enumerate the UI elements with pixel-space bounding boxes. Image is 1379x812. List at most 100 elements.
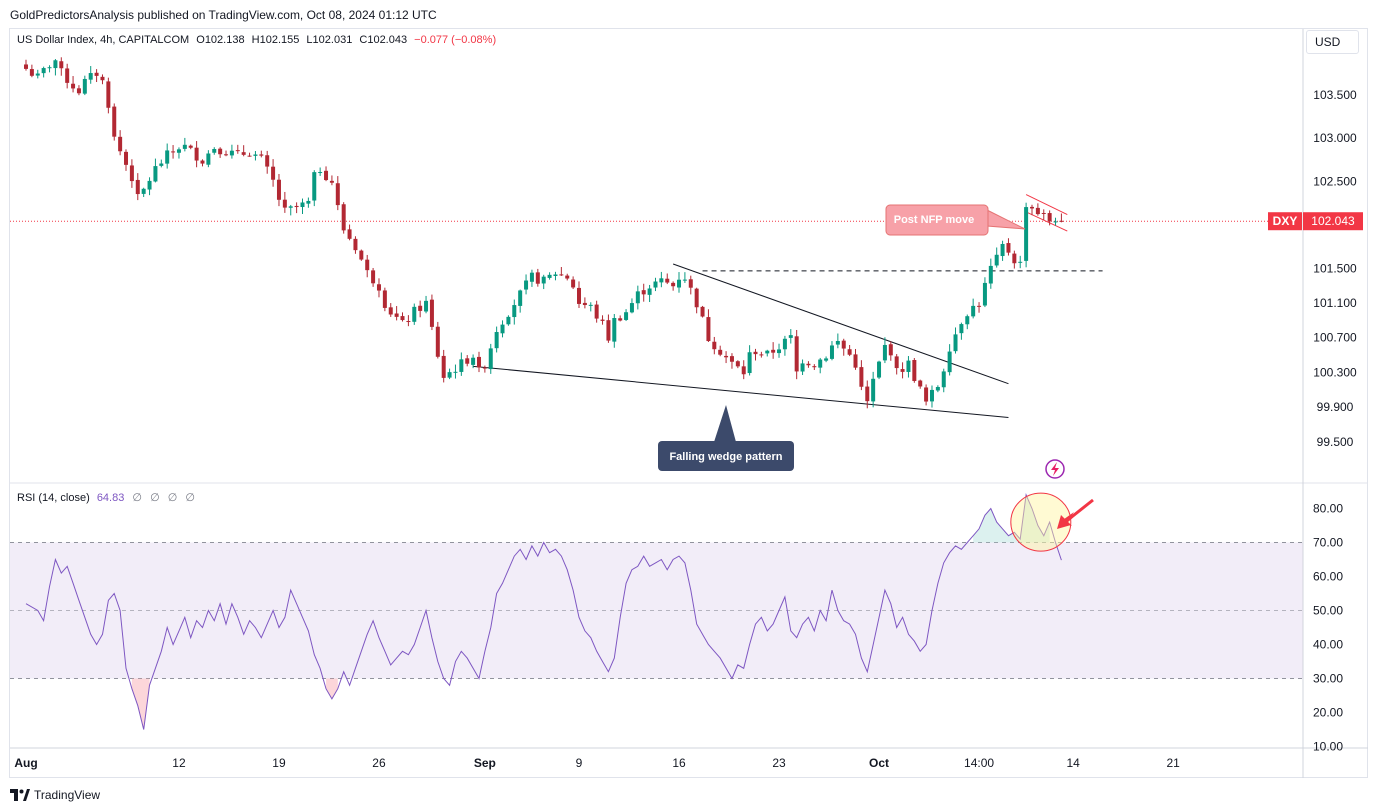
candle-body bbox=[406, 321, 411, 323]
y-tick-label: 99.500 bbox=[1317, 435, 1354, 449]
candle-body bbox=[1041, 212, 1046, 214]
rsi-tick-label: 20.00 bbox=[1313, 706, 1343, 720]
candle-body bbox=[288, 206, 293, 208]
candle-body bbox=[453, 371, 458, 373]
candle-body bbox=[1018, 261, 1023, 263]
candle-body bbox=[47, 67, 52, 69]
candle-body bbox=[106, 81, 111, 108]
candle-body bbox=[318, 172, 323, 174]
wedge-upper-line bbox=[672, 263, 1009, 385]
wedge-callout-label: Falling wedge pattern bbox=[669, 451, 782, 463]
close-value: 102.043 bbox=[367, 34, 408, 46]
currency-button[interactable]: USD bbox=[1306, 30, 1359, 54]
nfp-callout-pointer bbox=[986, 209, 1026, 230]
candle-body bbox=[529, 272, 534, 282]
candle-body bbox=[859, 367, 864, 387]
candle-body bbox=[394, 313, 399, 317]
candle-body bbox=[953, 334, 958, 352]
candle-body bbox=[506, 316, 511, 325]
footer-brand[interactable]: TradingView bbox=[10, 788, 100, 802]
candle-body bbox=[541, 276, 546, 284]
candle-body bbox=[635, 291, 640, 304]
rsi-legend[interactable]: RSI (14, close) 64.83 ∅ ∅ ∅ ∅ bbox=[17, 491, 195, 504]
candle-body bbox=[247, 155, 252, 157]
candle-body bbox=[912, 360, 917, 381]
candle-body bbox=[818, 359, 823, 368]
candle-body bbox=[982, 282, 987, 306]
x-tick-label: 12 bbox=[172, 756, 186, 770]
rsi-tick-label: 10.00 bbox=[1313, 740, 1343, 754]
candle-body bbox=[65, 68, 70, 83]
candle-body bbox=[347, 229, 352, 239]
candle-body bbox=[759, 354, 764, 356]
candle-body bbox=[1024, 207, 1029, 261]
candle-body bbox=[59, 61, 64, 69]
candle-body bbox=[741, 366, 746, 375]
candle-body bbox=[771, 349, 776, 353]
candle-body bbox=[471, 357, 476, 365]
x-tick-label: 9 bbox=[576, 756, 583, 770]
candle-body bbox=[959, 324, 964, 334]
rsi-na-value: ∅ bbox=[185, 492, 195, 504]
candle-body bbox=[29, 69, 34, 76]
candle-body bbox=[1006, 243, 1011, 253]
candle-body bbox=[324, 170, 329, 181]
candle-body bbox=[153, 166, 158, 182]
candles-layer bbox=[24, 57, 1064, 409]
rsi-value: 64.83 bbox=[96, 492, 125, 504]
axes-layer: 103.500 103.000 102.500 101.500 101.100 100.7… bbox=[10, 29, 1368, 778]
red-arrow-shaft bbox=[1063, 498, 1094, 525]
candle-body bbox=[141, 188, 146, 194]
candle-body bbox=[977, 305, 982, 307]
candle-body bbox=[935, 386, 940, 391]
candle-body bbox=[629, 303, 634, 313]
candle-body bbox=[777, 349, 782, 354]
candle-body bbox=[906, 360, 911, 372]
symbol-legend[interactable]: US Dollar Index, 4h, CAPITALCOM O102.138… bbox=[17, 34, 497, 46]
candle-body bbox=[100, 76, 105, 81]
candle-body bbox=[41, 68, 46, 74]
high-label: H bbox=[251, 34, 260, 46]
candle-body bbox=[924, 387, 929, 402]
rsi-title: RSI (14, close) bbox=[17, 492, 90, 504]
price-tag-value: 102.043 bbox=[1311, 214, 1355, 228]
y-tick-label: 100.300 bbox=[1313, 365, 1357, 379]
flag-upper-line bbox=[1025, 194, 1068, 215]
y-tick-label: 103.000 bbox=[1313, 131, 1357, 145]
rsi-band bbox=[10, 542, 1303, 679]
candle-body bbox=[182, 144, 187, 149]
candle-body bbox=[388, 307, 393, 315]
candle-body bbox=[829, 345, 834, 359]
candle-body bbox=[800, 363, 805, 372]
rsi-oversold-fill bbox=[326, 678, 338, 699]
candle-body bbox=[88, 73, 93, 80]
footer-brand-text: TradingView bbox=[34, 788, 101, 802]
candle-body bbox=[1012, 253, 1017, 264]
candle-body bbox=[729, 356, 734, 362]
rsi-tick-label: 30.00 bbox=[1313, 672, 1343, 686]
candle-body bbox=[553, 274, 558, 276]
candle-body bbox=[329, 180, 334, 183]
rsi-na-value: ∅ bbox=[167, 492, 178, 504]
candle-body bbox=[194, 147, 199, 161]
rsi-tick-label: 70.00 bbox=[1313, 536, 1343, 550]
candle-body bbox=[235, 150, 240, 152]
rsi-band-layer bbox=[10, 542, 1303, 679]
candle-body bbox=[806, 363, 811, 366]
candle-body bbox=[665, 278, 670, 283]
candle-body bbox=[965, 316, 970, 325]
candle-body bbox=[1047, 213, 1052, 222]
tradingview-logo-icon bbox=[10, 789, 30, 801]
wedge-callout-box bbox=[658, 441, 794, 471]
nfp-callout-label: Post NFP move bbox=[894, 214, 975, 226]
candle-body bbox=[447, 372, 452, 378]
y-tick-label: 100.700 bbox=[1313, 331, 1357, 345]
y-tick-label: 102.500 bbox=[1313, 175, 1357, 189]
price-tag-value-bg bbox=[1303, 212, 1363, 231]
candle-body bbox=[847, 349, 852, 355]
candle-body bbox=[559, 274, 564, 276]
candle-body bbox=[206, 153, 211, 165]
candle-body bbox=[718, 349, 723, 355]
y-tick-label: 101.100 bbox=[1313, 296, 1357, 310]
